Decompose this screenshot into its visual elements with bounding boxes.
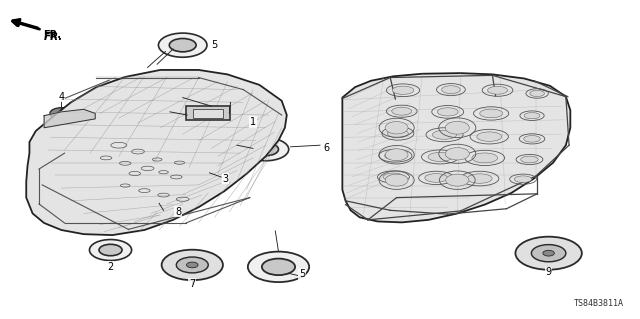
Ellipse shape	[445, 121, 469, 134]
FancyBboxPatch shape	[193, 109, 223, 118]
Circle shape	[176, 257, 208, 273]
Circle shape	[262, 259, 295, 275]
Text: TS84B3811A: TS84B3811A	[573, 299, 623, 308]
Circle shape	[248, 252, 309, 282]
Ellipse shape	[521, 156, 538, 163]
Circle shape	[515, 237, 582, 270]
Ellipse shape	[445, 148, 469, 160]
Text: 4: 4	[58, 92, 65, 102]
Text: 9: 9	[545, 267, 552, 277]
Ellipse shape	[530, 90, 545, 97]
Ellipse shape	[180, 169, 204, 176]
Ellipse shape	[428, 152, 452, 161]
Ellipse shape	[467, 174, 492, 183]
Text: FR.: FR.	[43, 30, 61, 40]
Circle shape	[162, 250, 223, 280]
Ellipse shape	[134, 197, 171, 205]
Circle shape	[186, 262, 198, 268]
Text: 2: 2	[108, 262, 114, 272]
Bar	[56, 118, 67, 123]
Text: 5: 5	[299, 269, 305, 279]
Text: 8: 8	[175, 207, 181, 217]
Text: 1: 1	[250, 117, 256, 127]
Ellipse shape	[433, 130, 456, 139]
Circle shape	[50, 108, 73, 119]
Ellipse shape	[477, 132, 502, 141]
Text: 7: 7	[189, 279, 195, 289]
Polygon shape	[44, 109, 95, 128]
Ellipse shape	[515, 176, 532, 182]
Ellipse shape	[524, 136, 540, 142]
Ellipse shape	[383, 173, 404, 181]
Text: FR.: FR.	[44, 33, 63, 42]
Circle shape	[170, 39, 196, 52]
Ellipse shape	[385, 152, 406, 160]
Circle shape	[543, 250, 554, 256]
Ellipse shape	[488, 86, 508, 94]
Ellipse shape	[445, 174, 469, 186]
Ellipse shape	[480, 109, 502, 118]
Ellipse shape	[125, 194, 180, 207]
Ellipse shape	[385, 149, 408, 161]
Ellipse shape	[472, 153, 498, 163]
Circle shape	[90, 240, 132, 261]
Ellipse shape	[392, 86, 414, 94]
Text: 3: 3	[223, 174, 228, 183]
Circle shape	[159, 33, 207, 57]
Ellipse shape	[425, 174, 447, 182]
Ellipse shape	[437, 108, 458, 116]
Text: 5: 5	[211, 40, 218, 50]
Ellipse shape	[388, 129, 408, 138]
Circle shape	[253, 143, 278, 156]
Ellipse shape	[385, 174, 408, 186]
Ellipse shape	[524, 113, 540, 119]
Ellipse shape	[385, 122, 408, 134]
Circle shape	[531, 245, 566, 262]
Text: 6: 6	[323, 143, 330, 153]
Ellipse shape	[442, 86, 460, 93]
Ellipse shape	[175, 167, 210, 178]
Circle shape	[99, 244, 122, 256]
Ellipse shape	[392, 107, 412, 115]
FancyBboxPatch shape	[186, 106, 230, 121]
Polygon shape	[26, 70, 287, 235]
Circle shape	[243, 138, 289, 161]
Polygon shape	[342, 73, 570, 222]
